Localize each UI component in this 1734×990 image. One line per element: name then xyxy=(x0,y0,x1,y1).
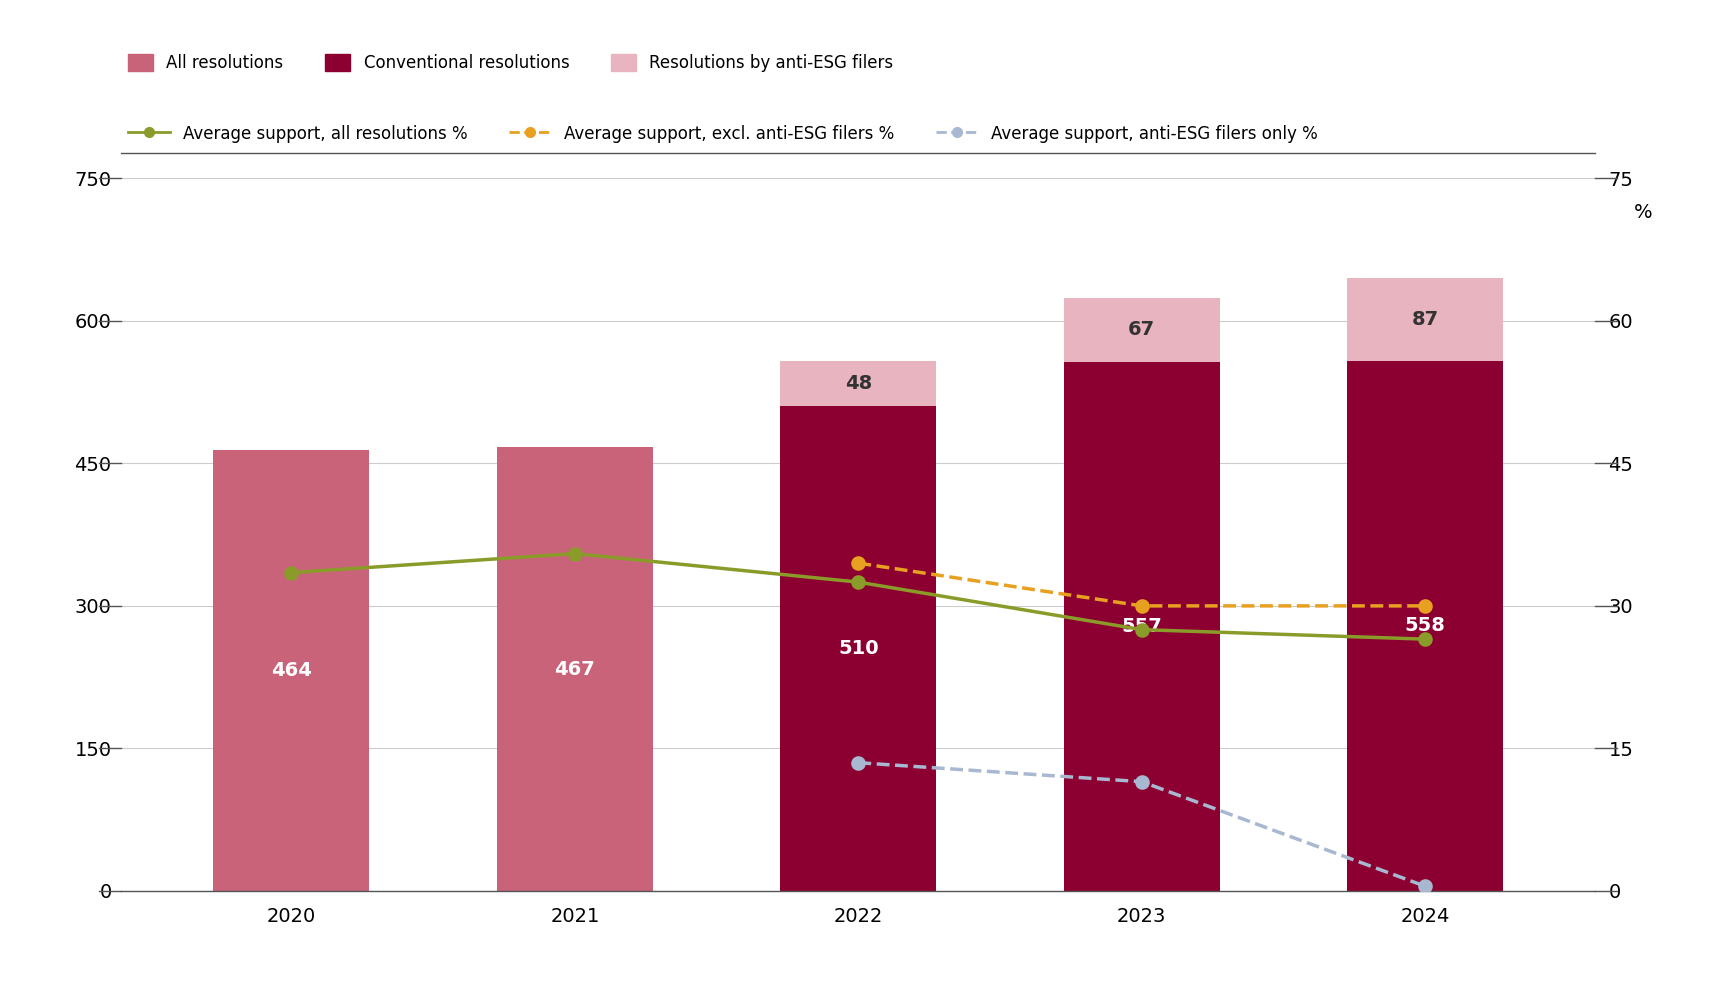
Bar xyxy=(1347,278,1503,360)
Text: %: % xyxy=(1633,203,1653,222)
Bar xyxy=(780,406,936,891)
Text: 467: 467 xyxy=(555,659,595,678)
Text: 510: 510 xyxy=(838,640,879,658)
Bar xyxy=(213,450,369,891)
Bar xyxy=(1065,361,1219,891)
Text: 558: 558 xyxy=(1405,617,1446,636)
Text: 87: 87 xyxy=(1411,310,1439,329)
Text: 464: 464 xyxy=(271,661,312,680)
Bar xyxy=(780,360,936,406)
Bar xyxy=(1065,298,1219,361)
Bar xyxy=(498,447,652,891)
Legend: Average support, all resolutions %, Average support, excl. anti-ESG filers %, Av: Average support, all resolutions %, Aver… xyxy=(121,118,1325,149)
Text: 67: 67 xyxy=(1129,321,1155,340)
Bar xyxy=(1347,360,1503,891)
Text: 557: 557 xyxy=(1122,617,1162,636)
Text: 48: 48 xyxy=(844,374,872,393)
